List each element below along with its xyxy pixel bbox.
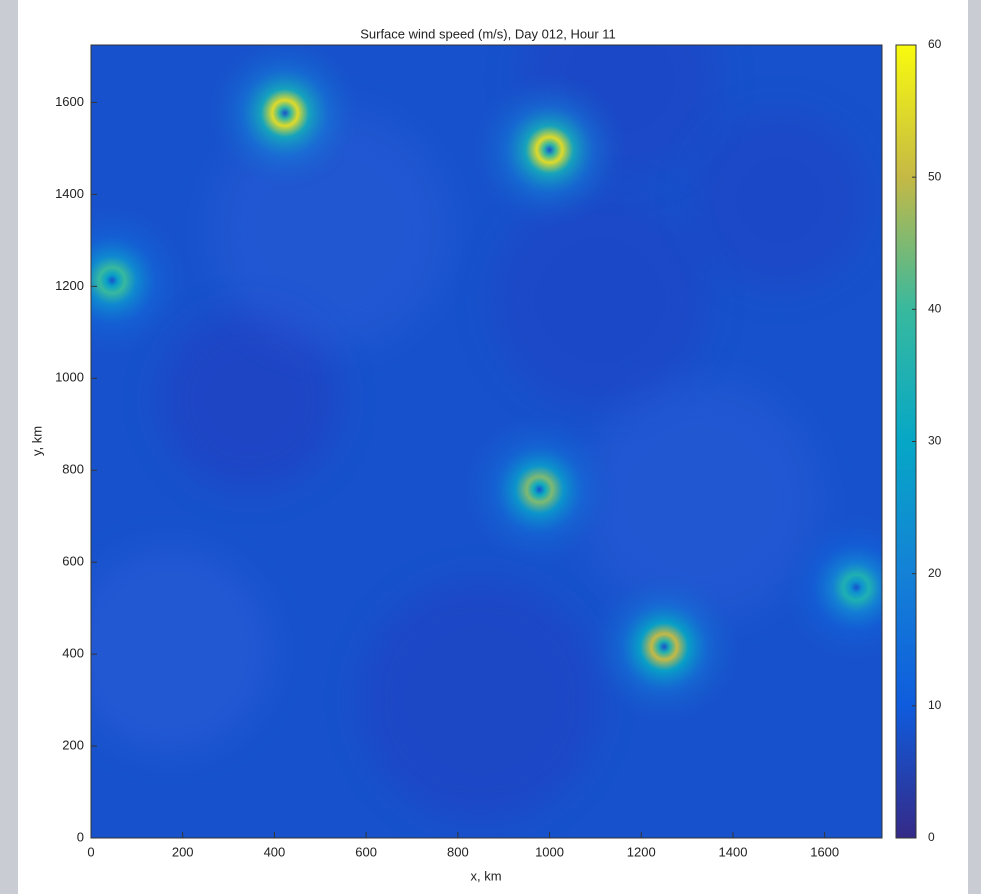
y-tick-label: 200 xyxy=(62,737,84,752)
x-tick-label: 1000 xyxy=(535,844,564,859)
colorbar-tick-label: 0 xyxy=(928,830,935,844)
wind-maximum xyxy=(205,33,365,193)
y-tick-label: 400 xyxy=(62,646,84,661)
chart-title: Surface wind speed (m/s), Day 012, Hour … xyxy=(360,26,616,41)
y-tick-label: 800 xyxy=(62,462,84,477)
chart: Surface wind speed (m/s), Day 012, Hour … xyxy=(0,0,981,894)
x-tick-label: 800 xyxy=(447,844,469,859)
colorbar-tick-label: 50 xyxy=(928,169,942,183)
x-tick-label: 1200 xyxy=(627,844,656,859)
y-tick-label: 600 xyxy=(62,554,84,569)
x-tick-label: 600 xyxy=(355,844,377,859)
x-tick-label: 1600 xyxy=(810,844,839,859)
wind-maximum xyxy=(459,410,619,570)
y-axis-label: y, km xyxy=(29,426,44,456)
colorbar-tick-label: 10 xyxy=(928,698,942,712)
x-tick-label: 0 xyxy=(87,844,94,859)
colorbar-tick-label: 30 xyxy=(928,434,942,448)
texture xyxy=(690,110,870,290)
y-tick-label: 1600 xyxy=(55,94,84,109)
heatmap-field xyxy=(32,0,936,838)
y-tick-label: 1200 xyxy=(55,278,84,293)
wind-maximum xyxy=(470,70,630,230)
colorbar-tick-label: 60 xyxy=(928,37,942,51)
wind-maximum xyxy=(584,567,744,727)
colorbar-tick-label: 40 xyxy=(928,302,942,316)
page: {"chart_data": {"type": "heatmap", "titl… xyxy=(0,0,981,894)
texture xyxy=(360,580,600,820)
x-tick-label: 1400 xyxy=(719,844,748,859)
texture xyxy=(70,550,270,750)
x-axis-label: x, km xyxy=(470,868,501,883)
x-tick-label: 400 xyxy=(264,844,286,859)
y-tick-label: 1000 xyxy=(55,370,84,385)
x-tick-label: 200 xyxy=(172,844,194,859)
y-tick-label: 0 xyxy=(77,829,84,844)
colorbar-tick-label: 20 xyxy=(928,566,942,580)
y-tick-label: 1400 xyxy=(55,186,84,201)
